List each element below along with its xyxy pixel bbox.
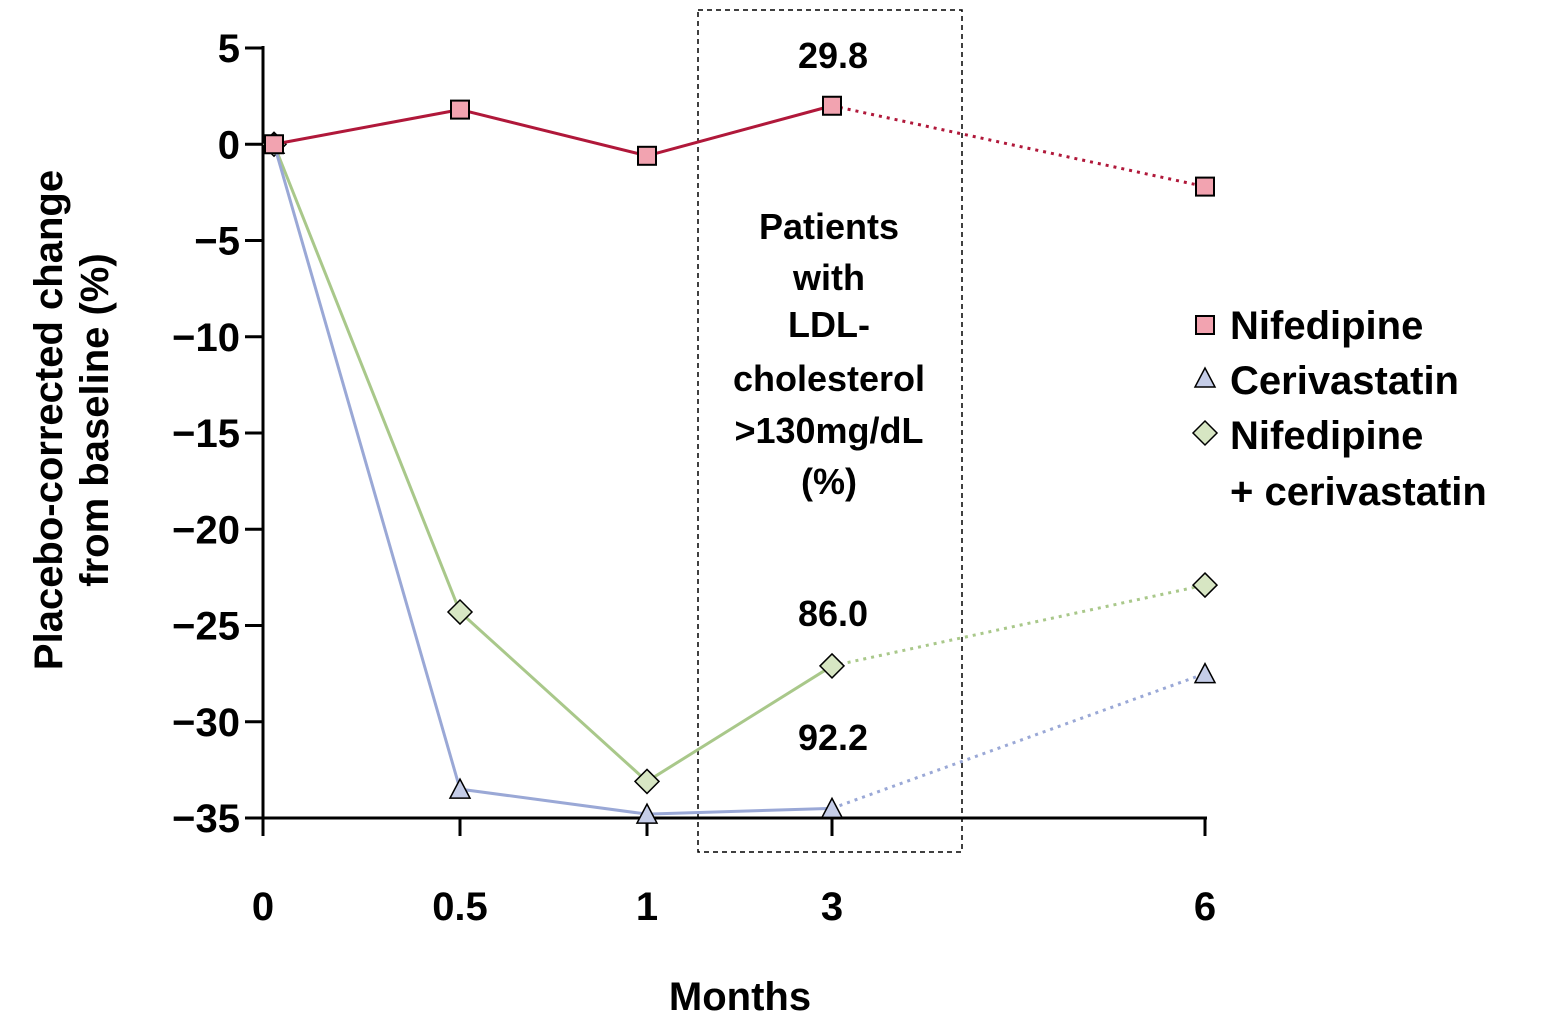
- x-tick-label: 1: [636, 885, 658, 929]
- annotation-value: 29.8: [798, 35, 868, 76]
- series-segment: [459, 787, 648, 816]
- annotation-value: 92.2: [798, 717, 868, 758]
- legend-label: Cerivastatin: [1230, 359, 1459, 403]
- data-point: [448, 777, 472, 799]
- series-square: [264, 95, 1215, 197]
- data-point: [450, 99, 470, 120]
- series-segment-dotted: [831, 104, 1206, 189]
- legend-label: Nifedipine: [1230, 414, 1423, 458]
- annotation-line: Patients: [759, 206, 899, 247]
- y-tick-label: −35: [172, 797, 240, 841]
- annotation-border: [697, 9, 963, 853]
- legend-marker: [1195, 315, 1215, 335]
- data-point: [637, 145, 657, 166]
- series-triangle: [262, 132, 1217, 824]
- annotation-line: LDL-: [788, 304, 870, 345]
- y-tick-label: −5: [194, 220, 240, 264]
- data-point: [820, 796, 844, 819]
- y-tick-label: −25: [172, 605, 240, 649]
- annotation-value: 86.0: [798, 593, 868, 634]
- data-point: [264, 134, 284, 155]
- y-tick-label: −20: [172, 508, 240, 552]
- series-segment: [272, 143, 462, 790]
- series-segment: [459, 108, 648, 158]
- axes: 5 0 −5 −10 −15 −20 −25 −30 −35 0 0.5 1 3 6: [172, 27, 1216, 929]
- y-tick-label: −30: [172, 701, 240, 745]
- series-diamond: [260, 131, 1219, 795]
- x-axis-title: Months: [669, 975, 811, 1015]
- series-segment: [646, 104, 833, 158]
- legend-item: Nifedipine + cerivastatin: [1191, 414, 1487, 514]
- data-point: [1195, 176, 1215, 197]
- legend-label: Nifedipine: [1230, 304, 1423, 348]
- series-segment: [646, 806, 833, 816]
- data-point: [1191, 572, 1219, 599]
- y-tick-label: −15: [172, 412, 240, 456]
- data-point: [446, 598, 474, 626]
- x-tick-label: 0.5: [432, 885, 488, 929]
- y-tick-label: −10: [172, 316, 240, 360]
- y-axis-title-text: Placebo-corrected changefrom baseline (%…: [27, 170, 117, 670]
- y-axis-title-line: from baseline (%): [73, 253, 117, 586]
- legend-item: Nifedipine: [1195, 304, 1423, 348]
- y-axis-title: Placebo-corrected changefrom baseline (%…: [27, 170, 117, 670]
- data-point: [633, 768, 661, 795]
- y-axis-title-line: Placebo-corrected change: [27, 170, 71, 670]
- data-point: [818, 652, 846, 679]
- legend-marker: [1191, 419, 1219, 447]
- x-tick-label: 6: [1194, 885, 1216, 929]
- annotation-line: with: [792, 257, 865, 298]
- legend-item: Cerivastatin: [1193, 359, 1459, 403]
- series-segment: [458, 610, 649, 783]
- y-tick-label: 5: [218, 27, 240, 71]
- y-tick-label: 0: [218, 123, 240, 167]
- data-point: [822, 95, 842, 116]
- series-segment: [272, 143, 462, 613]
- annotation-line: >130mg/dL: [734, 410, 923, 451]
- series-group: [260, 95, 1219, 824]
- annotation-line: (%): [801, 461, 857, 502]
- data-point: [635, 802, 659, 824]
- data-point: [1193, 662, 1217, 684]
- x-tick-label: 0: [252, 885, 274, 929]
- annotation-box: Patients with LDL-cholesterol >130mg/dL (%) 2…: [697, 9, 963, 853]
- legend-label: + cerivastatin: [1230, 470, 1487, 514]
- x-tick-label: 3: [821, 885, 843, 929]
- legend: Nifedipine Cerivastatin Nifedipine + ceriva…: [1191, 304, 1487, 514]
- series-segment: [646, 664, 833, 783]
- series-segment-dotted: [831, 672, 1206, 810]
- series-segment: [273, 108, 461, 146]
- legend-marker: [1193, 366, 1217, 388]
- annotation-line: cholesterol: [733, 358, 925, 399]
- series-segment-dotted: [831, 583, 1206, 668]
